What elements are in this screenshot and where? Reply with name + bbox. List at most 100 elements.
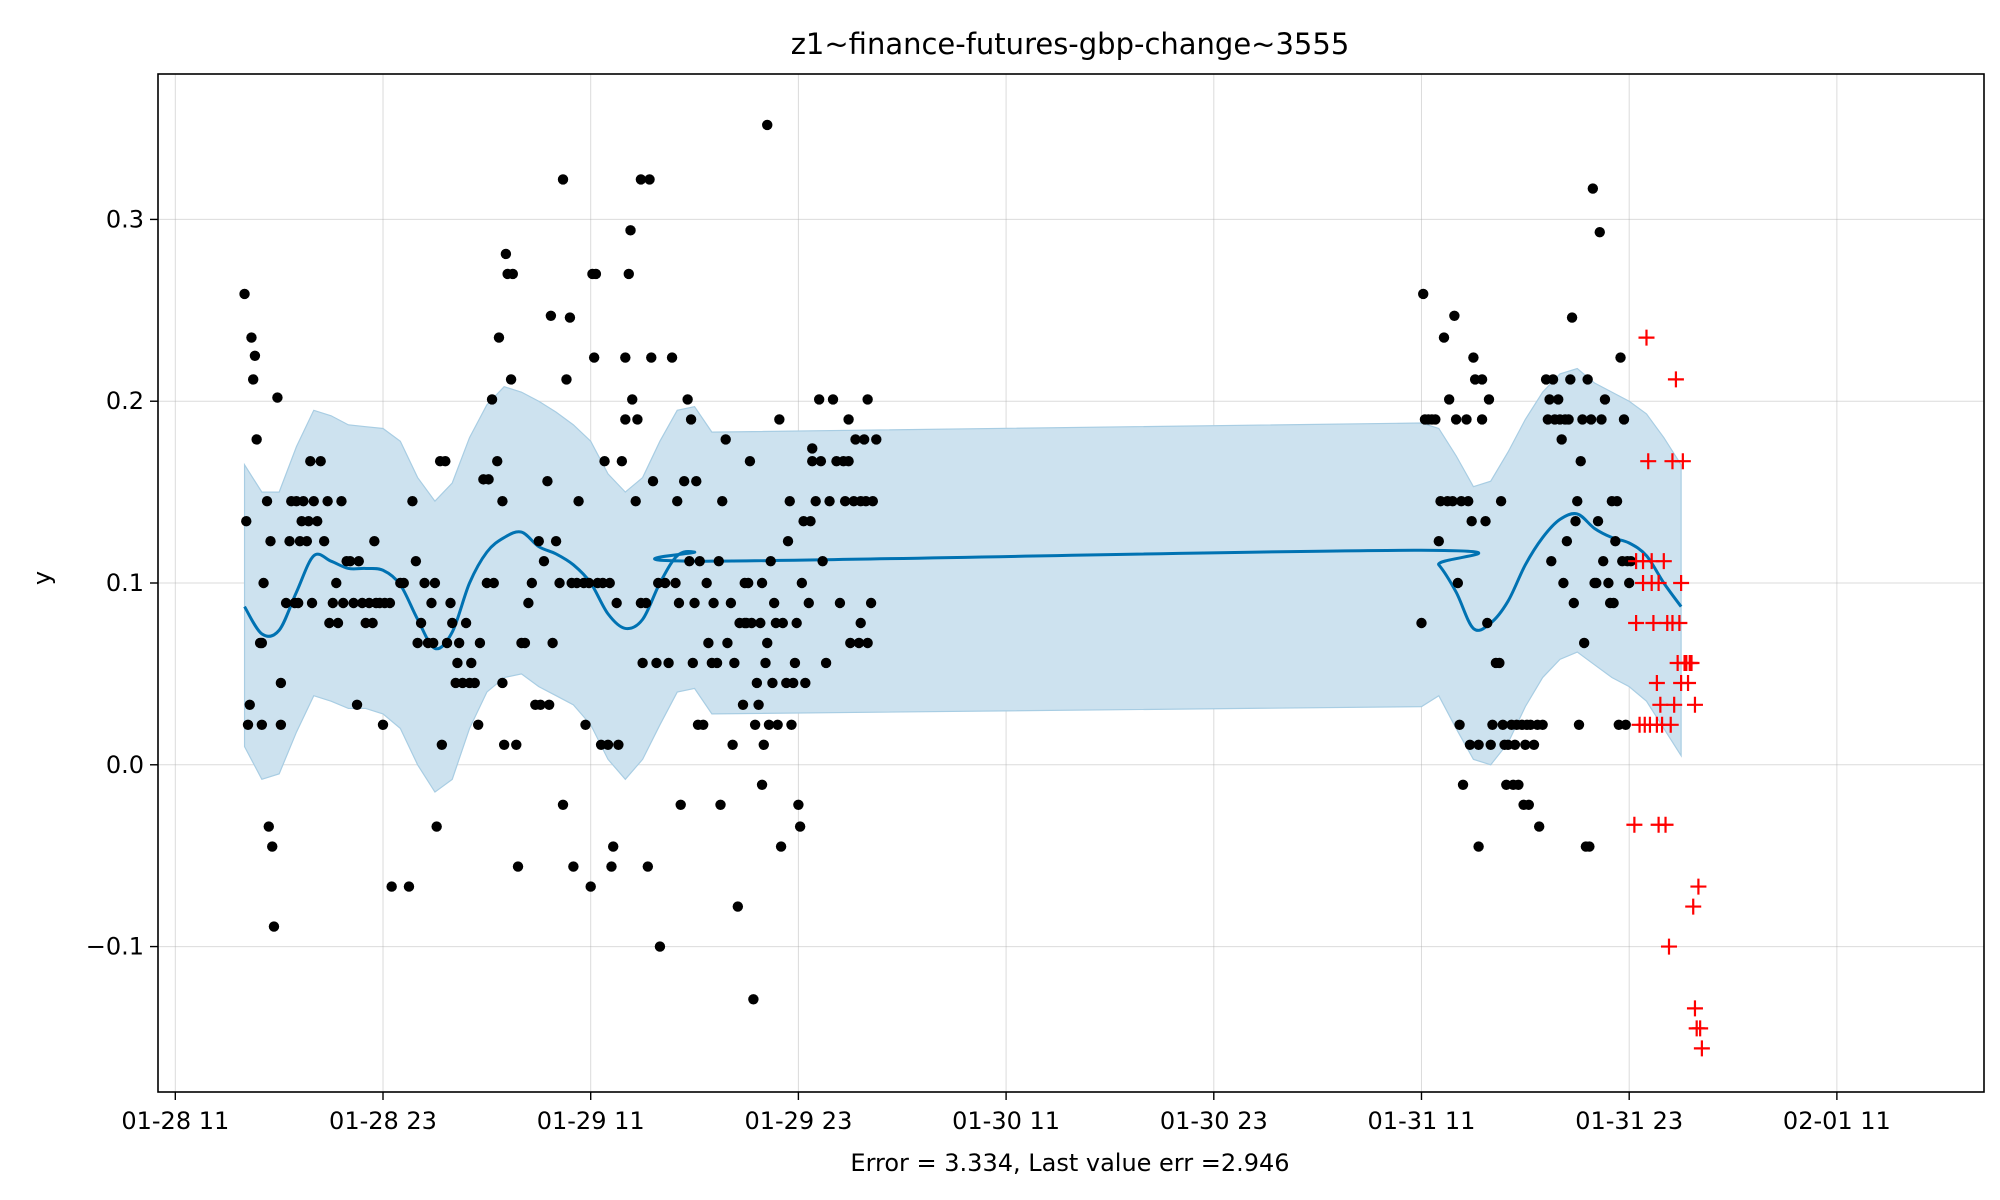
observed-point bbox=[1461, 414, 1472, 425]
observed-point bbox=[511, 739, 522, 750]
observed-point bbox=[249, 350, 261, 361]
observed-point bbox=[756, 577, 768, 589]
observed-point bbox=[1578, 637, 1590, 649]
observed-point bbox=[488, 577, 499, 589]
test-point bbox=[1667, 371, 1684, 388]
observed-point bbox=[611, 597, 622, 609]
observed-point bbox=[670, 577, 681, 589]
observed-point bbox=[268, 921, 280, 932]
observed-point bbox=[1449, 310, 1460, 321]
y-tick-label: 0.2 bbox=[106, 387, 144, 415]
observed-point bbox=[545, 310, 557, 321]
test-point bbox=[1674, 453, 1691, 470]
observed-point bbox=[265, 535, 276, 547]
observed-point bbox=[505, 374, 517, 385]
observed-point bbox=[303, 515, 314, 527]
observed-point bbox=[673, 597, 685, 609]
observed-point bbox=[542, 476, 553, 487]
uncertainty-band bbox=[243, 367, 1682, 793]
observed-point bbox=[308, 495, 319, 507]
observed-point bbox=[1573, 719, 1585, 730]
observed-point bbox=[272, 392, 283, 403]
x-axis-label: Error = 3.334, Last value err =2.946 bbox=[850, 1149, 1289, 1177]
observed-point bbox=[647, 476, 659, 487]
observed-point bbox=[324, 617, 335, 629]
observed-point bbox=[554, 577, 565, 589]
observed-point bbox=[588, 352, 600, 363]
observed-point bbox=[407, 495, 418, 507]
observed-point bbox=[715, 799, 726, 810]
observed-point bbox=[275, 719, 287, 730]
observed-point bbox=[807, 443, 818, 454]
test-point bbox=[1626, 816, 1643, 833]
observed-point bbox=[858, 434, 870, 445]
observed-point bbox=[1611, 495, 1623, 507]
observed-point bbox=[602, 739, 614, 750]
observed-point bbox=[694, 555, 705, 567]
observed-point bbox=[258, 577, 269, 589]
observed-point bbox=[312, 515, 323, 527]
observed-point bbox=[1546, 555, 1557, 567]
observed-point bbox=[711, 657, 723, 669]
observed-point bbox=[267, 841, 278, 852]
observed-point bbox=[635, 174, 647, 185]
observed-point bbox=[1585, 414, 1597, 425]
observed-point bbox=[247, 374, 259, 385]
observed-point bbox=[824, 495, 835, 507]
observed-point bbox=[419, 577, 430, 589]
observed-point bbox=[788, 677, 799, 689]
observed-point bbox=[1566, 312, 1578, 323]
observed-point bbox=[791, 617, 802, 629]
observed-point bbox=[1563, 414, 1574, 425]
observed-point bbox=[466, 657, 477, 669]
observed-point bbox=[280, 597, 292, 609]
observed-point bbox=[1587, 183, 1599, 194]
observed-point bbox=[770, 617, 782, 629]
observed-point bbox=[1447, 495, 1458, 507]
test-point bbox=[1680, 674, 1697, 691]
observed-point bbox=[717, 495, 728, 507]
observed-point bbox=[452, 657, 463, 669]
observed-point bbox=[739, 577, 750, 589]
observed-point bbox=[241, 515, 252, 527]
observed-point bbox=[1558, 577, 1569, 589]
observed-point bbox=[775, 841, 787, 852]
observed-point bbox=[672, 495, 683, 507]
test-point bbox=[1662, 716, 1679, 733]
observed-point bbox=[497, 495, 508, 507]
observed-point bbox=[1495, 495, 1507, 507]
observed-point bbox=[748, 994, 759, 1005]
observed-point bbox=[722, 637, 733, 649]
observed-point bbox=[447, 617, 458, 629]
observed-point bbox=[500, 248, 512, 260]
observed-point bbox=[1480, 515, 1491, 527]
observed-point bbox=[1466, 515, 1477, 527]
observed-point bbox=[820, 657, 832, 669]
observed-point bbox=[687, 657, 699, 669]
observed-point bbox=[315, 456, 326, 467]
observed-point bbox=[853, 637, 865, 649]
observed-point bbox=[1553, 394, 1564, 405]
observed-point bbox=[727, 739, 738, 750]
test-point bbox=[1638, 329, 1655, 346]
observed-point bbox=[348, 597, 359, 609]
observed-point bbox=[474, 637, 486, 649]
observed-point bbox=[557, 799, 569, 810]
observed-point bbox=[756, 779, 768, 790]
observed-point bbox=[1596, 414, 1607, 425]
observed-point bbox=[1457, 779, 1469, 790]
observed-point bbox=[744, 456, 756, 467]
observed-point bbox=[568, 861, 579, 872]
observed-point bbox=[755, 617, 766, 629]
observed-point bbox=[410, 555, 422, 567]
observed-point bbox=[762, 637, 773, 649]
x-tick-label: 01-31 11 bbox=[1368, 1107, 1476, 1135]
observed-point bbox=[1476, 374, 1488, 385]
observed-point bbox=[1473, 739, 1484, 750]
observed-point bbox=[604, 577, 615, 589]
observed-point bbox=[327, 597, 339, 609]
observed-point bbox=[353, 555, 364, 567]
observed-point bbox=[1463, 495, 1474, 507]
test-point bbox=[1692, 1020, 1709, 1037]
